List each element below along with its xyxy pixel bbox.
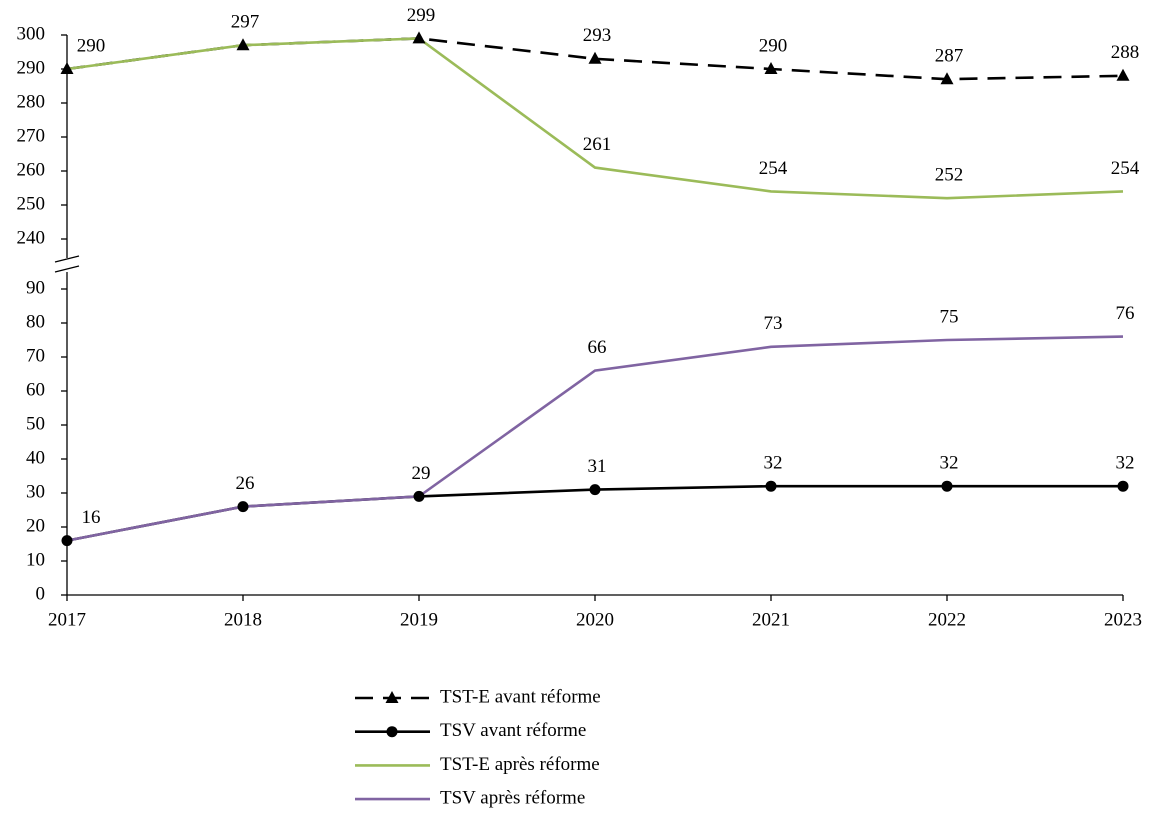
marker xyxy=(413,490,425,502)
marker xyxy=(941,480,953,492)
y-tick-label: 10 xyxy=(26,549,45,570)
y-tick-label: 260 xyxy=(17,159,46,180)
data-label: 75 xyxy=(940,306,959,327)
x-tick-label: 2021 xyxy=(752,609,790,630)
data-label: 76 xyxy=(1116,303,1135,324)
data-label: 16 xyxy=(82,507,101,528)
legend-marker xyxy=(385,691,399,703)
data-label: 66 xyxy=(588,337,607,358)
legend-label: TSV après réforme xyxy=(440,787,585,808)
x-tick-label: 2023 xyxy=(1104,609,1142,630)
data-label: 31 xyxy=(588,456,607,477)
data-label: 29 xyxy=(412,463,431,484)
y-tick-label: 280 xyxy=(17,91,46,112)
y-tick-label: 250 xyxy=(17,193,46,214)
marker xyxy=(940,72,954,85)
marker xyxy=(236,38,250,51)
data-label: 73 xyxy=(764,313,783,334)
axis-break xyxy=(54,255,80,263)
data-label: 32 xyxy=(1116,453,1135,474)
marker xyxy=(589,484,601,496)
data-label: 26 xyxy=(236,473,255,494)
legend-label: TSV avant réforme xyxy=(440,720,586,741)
x-tick-label: 2020 xyxy=(576,609,614,630)
y-tick-label: 80 xyxy=(26,311,45,332)
data-label: 297 xyxy=(231,12,260,33)
x-tick-label: 2018 xyxy=(224,609,262,630)
marker xyxy=(588,51,602,64)
marker xyxy=(764,62,778,74)
data-label: 288 xyxy=(1111,42,1140,63)
data-label: 293 xyxy=(583,25,612,46)
legend-marker xyxy=(386,726,398,738)
y-tick-label: 40 xyxy=(26,447,45,468)
y-tick-label: 270 xyxy=(17,125,46,146)
marker xyxy=(237,501,249,513)
y-tick-label: 0 xyxy=(36,583,46,604)
data-label: 32 xyxy=(764,453,783,474)
data-label: 254 xyxy=(1111,158,1140,179)
data-label: 261 xyxy=(583,134,612,155)
y-tick-label: 240 xyxy=(17,227,46,248)
data-label: 290 xyxy=(759,35,788,56)
marker xyxy=(61,535,73,547)
marker xyxy=(765,480,777,492)
marker xyxy=(1116,68,1130,81)
y-tick-label: 90 xyxy=(26,277,45,298)
marker xyxy=(1117,480,1129,492)
y-tick-label: 30 xyxy=(26,481,45,502)
axis-break xyxy=(54,265,80,273)
y-tick-label: 60 xyxy=(26,379,45,400)
data-label: 254 xyxy=(759,158,788,179)
y-tick-label: 50 xyxy=(26,413,45,434)
x-tick-label: 2019 xyxy=(400,609,438,630)
y-tick-label: 300 xyxy=(17,23,46,44)
marker xyxy=(412,31,426,44)
marker xyxy=(60,62,74,74)
legend-label: TST-E après réforme xyxy=(440,754,600,775)
data-label: 299 xyxy=(407,5,436,26)
y-tick-label: 20 xyxy=(26,515,45,536)
data-label: 252 xyxy=(935,165,964,186)
x-tick-label: 2022 xyxy=(928,609,966,630)
data-label: 287 xyxy=(935,46,964,67)
y-tick-label: 290 xyxy=(17,57,46,78)
data-label: 32 xyxy=(940,453,959,474)
legend-label: TST-E avant réforme xyxy=(440,686,601,707)
series-line xyxy=(66,335,1124,542)
y-tick-label: 70 xyxy=(26,345,45,366)
data-label: 290 xyxy=(77,35,106,56)
x-tick-label: 2017 xyxy=(48,609,86,630)
